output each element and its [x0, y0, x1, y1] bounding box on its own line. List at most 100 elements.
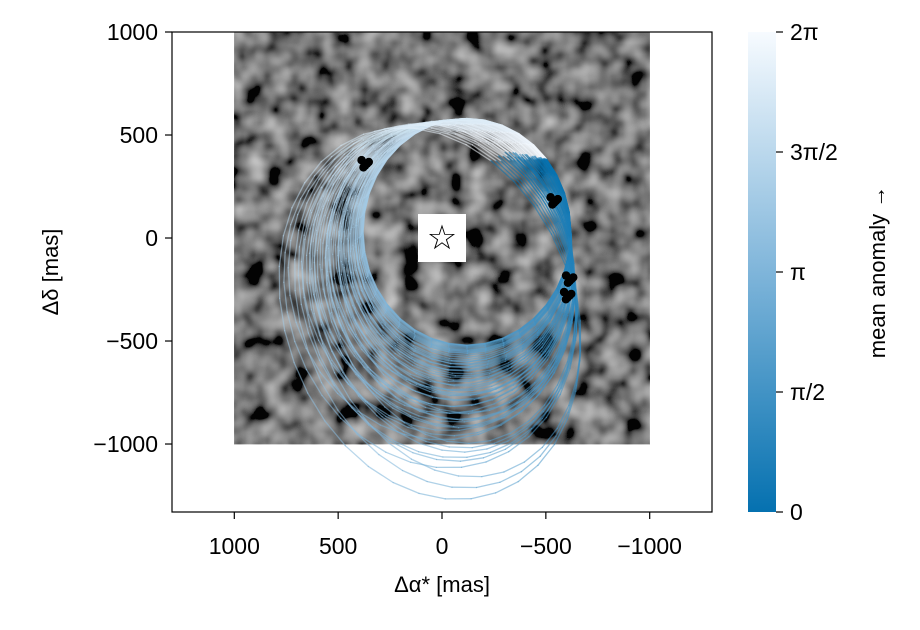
orbit-segment — [430, 345, 450, 353]
orbit-segment — [450, 383, 472, 386]
orbit-segment — [390, 132, 408, 146]
orbit-segment — [458, 425, 484, 432]
orbit-segment — [562, 214, 571, 240]
orbit-segment — [474, 370, 495, 376]
orbit-segment — [374, 138, 393, 153]
orbit-segment — [337, 254, 342, 280]
orbit-segment — [346, 297, 357, 321]
orbit-segment — [414, 360, 434, 370]
orbit-segment — [414, 334, 433, 344]
orbit-segment — [484, 340, 504, 348]
orbit-segment — [424, 406, 448, 414]
orbit-segment — [328, 235, 331, 261]
orbit-segment — [387, 138, 404, 153]
orbit-segment — [342, 263, 348, 288]
orbit-segment — [384, 324, 400, 340]
orbit-segment — [349, 195, 357, 218]
orbit-segment — [504, 338, 523, 350]
orbit-segment — [448, 344, 468, 348]
orbit-segment — [385, 311, 400, 327]
orbit-segment — [353, 132, 376, 145]
orbit-segment — [477, 424, 502, 436]
orbit-segment — [372, 132, 393, 147]
orbit-segment — [451, 359, 472, 362]
orbit-segment — [431, 422, 455, 428]
orbit-segment — [555, 334, 567, 358]
orbit-segment — [468, 364, 489, 369]
orbit-segment — [320, 307, 331, 334]
orbit-segment — [440, 417, 464, 421]
orbit-segment — [503, 334, 522, 345]
orbit-segment — [343, 139, 365, 155]
orbit-segment — [528, 416, 548, 438]
orbit-segment — [448, 345, 468, 349]
orbit-segment — [425, 440, 450, 448]
orbit-segment — [457, 424, 482, 429]
orbit-segment — [472, 374, 494, 381]
orbit-segment — [342, 179, 354, 201]
star-icon: ☆ — [427, 218, 457, 258]
orbit-segment — [335, 172, 349, 195]
orbit-segment — [504, 348, 524, 361]
orbit-segment — [541, 324, 556, 345]
orbit-segment — [348, 324, 362, 347]
orbit-segment — [388, 442, 413, 460]
orbit-segment — [519, 174, 540, 199]
orbit-segment — [505, 345, 524, 357]
orbit-segment — [558, 314, 569, 340]
orbit-segment — [287, 267, 291, 296]
orbit-segment — [338, 208, 344, 233]
orbit-segment — [308, 352, 323, 384]
orbit-segment — [493, 433, 516, 444]
orbit-segment — [539, 371, 556, 395]
orbit-segment — [334, 278, 341, 304]
orbit-segment — [449, 348, 469, 352]
orbit-segment — [316, 205, 324, 232]
orbit-segment — [534, 309, 549, 327]
orbit-segment — [398, 336, 417, 349]
orbit-segment — [313, 229, 318, 257]
orbit-segment — [457, 475, 483, 478]
orbit-segment — [489, 432, 511, 442]
orbit-segment — [487, 123, 508, 134]
orbit-segment — [516, 387, 535, 403]
orbit-segment — [337, 409, 358, 435]
orbit-segment — [526, 374, 545, 392]
orbit-segment — [350, 271, 359, 294]
orbit-segment — [409, 397, 433, 406]
orbit-segment — [409, 373, 431, 383]
orbit-segment — [542, 360, 558, 382]
orbit-segment — [517, 367, 536, 383]
orbit-segment — [526, 350, 543, 368]
orbit-segment — [286, 311, 296, 343]
orbit-segment — [553, 314, 564, 338]
orbit-segment — [554, 304, 565, 327]
orbit-segment — [361, 361, 379, 382]
orbit-segment — [467, 347, 487, 352]
orbit-segment — [520, 328, 537, 342]
orbit-segment — [430, 353, 450, 360]
orbit-segment — [369, 304, 383, 323]
orbit-segment — [489, 401, 511, 411]
orbit-segment — [470, 492, 497, 500]
orbit-segment — [548, 326, 561, 348]
orbit-segment — [448, 446, 473, 449]
orbit-segment — [382, 334, 399, 351]
orbit-segment — [533, 364, 550, 384]
orbit-segment — [349, 280, 358, 303]
orbit-segment — [482, 137, 506, 153]
orbit-segment — [569, 339, 577, 370]
orbit-segment — [331, 300, 342, 326]
orbit-segment — [313, 313, 324, 345]
orbit-segment — [502, 337, 521, 348]
orbit-segment — [467, 354, 488, 358]
orbit-segment — [355, 138, 376, 153]
orbit-segment — [395, 380, 417, 392]
orbit-segment — [337, 175, 350, 198]
orbit-segment — [318, 158, 336, 180]
orbit-segment — [367, 139, 386, 155]
orbit-segment — [384, 316, 400, 333]
orbit-segment — [321, 394, 342, 419]
orbit-segment — [461, 417, 485, 421]
orbit-segment — [335, 190, 345, 216]
